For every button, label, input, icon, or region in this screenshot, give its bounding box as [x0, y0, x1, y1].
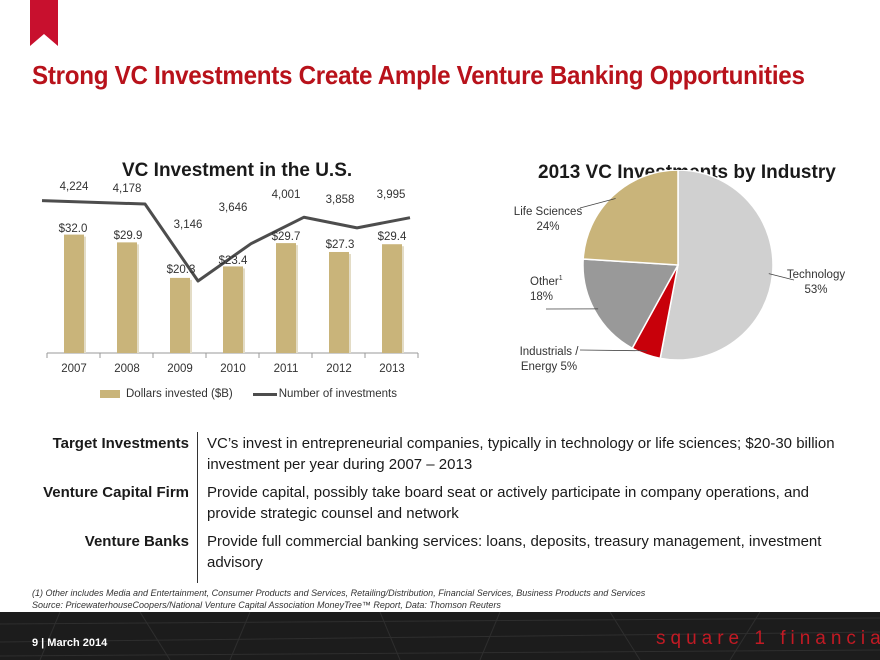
x-tick-label-2011: 2011: [274, 363, 299, 375]
brand-logo: square 1 financial: [656, 628, 880, 649]
source-line: Source: PricewaterhouseCoopers/National …: [32, 600, 501, 610]
x-tick-label-2010: 2010: [220, 363, 246, 375]
pie-leader-line: [768, 273, 795, 281]
bar-2011: [276, 243, 296, 353]
bar-2013: [382, 244, 402, 353]
footer-bar: 9 | March 2014 square 1 financial: [0, 612, 880, 660]
x-tick-label-2012: 2012: [326, 363, 352, 375]
bar-2008: [117, 242, 137, 353]
pie-label: Other1: [530, 275, 563, 288]
info-text: VC’s invest in entrepreneurial companies…: [197, 432, 852, 481]
industry-pie-chart: Technology 53% Industrials / Energy 5% Other…: [514, 170, 845, 373]
bar-2012: [329, 251, 349, 353]
legend-line-swatch: [252, 392, 277, 396]
bar-label-2009: $20.3: [167, 264, 196, 276]
pie-label: 18%: [530, 291, 553, 303]
x-tick-label-2013: 2013: [379, 363, 405, 375]
info-row-vc-firm: Venture Capital Firm Provide capital, po…: [30, 481, 860, 530]
pie-label: Life Sciences: [514, 206, 583, 218]
line-label-2012: 3,858: [326, 194, 355, 206]
pie-slice-life-sciences: [582, 170, 679, 266]
bar-label-2012: $27.3: [326, 239, 355, 251]
legend-dollars-label: Dollars invested ($B): [126, 388, 233, 400]
page-title: Strong VC Investments Create Ample Ventu…: [32, 60, 805, 90]
info-row-venture-banks: Venture Banks Provide full commercial ba…: [30, 530, 860, 583]
line-label-2009: 3,146: [174, 219, 203, 231]
bar-chart-title: VC Investment in the U.S.: [122, 160, 353, 181]
x-tick-label-2007: 2007: [61, 363, 87, 375]
bar-label-2013: $29.4: [378, 231, 407, 243]
line-label-2010: 3,646: [219, 202, 248, 214]
x-tick-label-2009: 2009: [167, 363, 193, 375]
line-label-2013: 3,995: [377, 189, 406, 201]
legend-investments-label: Number of investments: [278, 388, 397, 400]
bar-2009: [170, 277, 190, 353]
line-label-2011: 4,001: [272, 189, 301, 201]
info-text: Provide capital, possibly take board sea…: [197, 481, 852, 530]
footer-pattern: [0, 612, 880, 660]
x-tick-label-2008: 2008: [114, 363, 140, 375]
footnote-marker: 1: [559, 275, 563, 282]
pie-label: 24%: [536, 221, 559, 233]
investments-line: [41, 199, 411, 283]
info-row-target: Target Investments VC’s invest in entrep…: [30, 432, 860, 481]
pie-leader-line: [579, 198, 616, 209]
vc-investment-bar-chart: 4,224 4,178 3,146 3,646 4,001 3,858 3,995 $32.0…: [41, 181, 419, 375]
bar-2007: [64, 234, 84, 353]
pie-slice-other: [582, 258, 680, 350]
pie-slice-technology: [659, 170, 774, 361]
footnote: (1) Other includes Media and Entertainme…: [32, 587, 645, 611]
legend-bar-swatch: [100, 390, 120, 398]
bar-label-2010: $23.4: [219, 255, 248, 267]
page-info: 9 | March 2014: [32, 637, 108, 649]
info-table: Target Investments VC’s invest in entrep…: [30, 432, 860, 583]
pie-label: Energy 5%: [521, 361, 577, 373]
info-text: Provide full commercial banking services…: [197, 530, 852, 583]
line-label-2008: 4,178: [113, 183, 142, 195]
pie-label: 53%: [804, 284, 827, 296]
info-label: Venture Capital Firm: [43, 484, 189, 501]
bar-2010: [223, 266, 243, 353]
info-label: Venture Banks: [84, 533, 189, 550]
bar-label-2011: $29.7: [272, 231, 301, 243]
line-label-2007: 4,224: [60, 181, 89, 193]
pie-leader-line: [579, 349, 648, 352]
bar-label-2007: $32.0: [59, 223, 88, 235]
pie-label: Technology: [787, 269, 845, 281]
footnote-line: (1) Other includes Media and Entertainme…: [32, 588, 646, 598]
bookmark-ribbon-icon: [30, 0, 58, 46]
info-label: Target Investments: [52, 435, 189, 452]
bar-label-2008: $29.9: [114, 230, 143, 242]
bar-chart-legend: Dollars invested ($B) Number of investme…: [100, 388, 397, 400]
pie-label: Industrials /: [520, 346, 580, 358]
